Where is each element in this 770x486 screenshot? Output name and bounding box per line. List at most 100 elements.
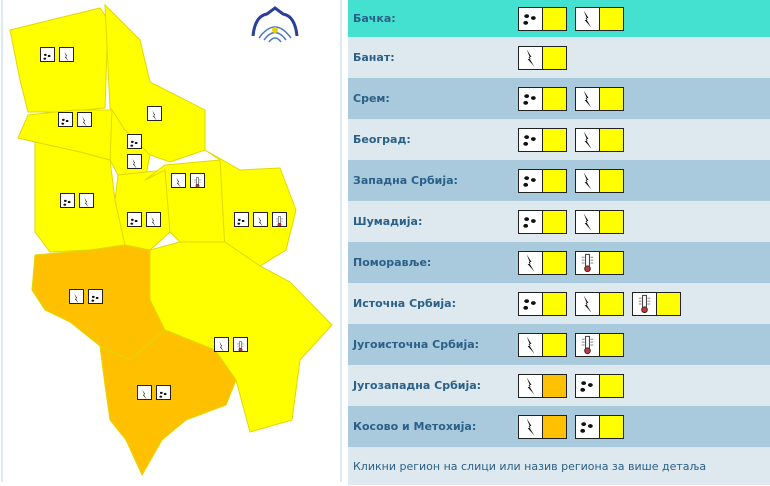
warning-level-yellow	[600, 374, 623, 397]
warning-thunder	[575, 291, 624, 316]
warning-level-yellow	[543, 169, 566, 192]
thunder-icon	[171, 173, 186, 188]
region-row[interactable]: Бачка:	[348, 0, 770, 37]
rain-icon	[156, 385, 171, 400]
thunder-icon	[146, 212, 161, 227]
warning-level-yellow	[600, 251, 623, 274]
warning-thunder	[575, 86, 624, 111]
rain-icon	[519, 7, 543, 30]
thunder-icon	[519, 415, 543, 438]
region-label[interactable]: Поморавље:	[353, 256, 432, 269]
rain-icon	[519, 292, 543, 315]
region-row[interactable]: Срем:	[348, 78, 770, 119]
thunder-icon	[519, 374, 543, 397]
warning-level-yellow	[543, 7, 566, 30]
thunder-icon	[147, 106, 162, 121]
region-row[interactable]: Источна Србија:	[348, 283, 770, 324]
thunder-icon	[576, 292, 600, 315]
map-svg	[1, 0, 342, 482]
rain-icon	[88, 289, 103, 304]
rain-icon	[127, 134, 142, 149]
region-label[interactable]: Банат:	[353, 51, 395, 64]
warning-thunder	[518, 373, 567, 398]
warning-thunder	[518, 250, 567, 275]
heat-icon	[272, 212, 287, 227]
rain-icon	[40, 47, 55, 62]
warning-thunder	[575, 209, 624, 234]
rain-icon	[58, 112, 73, 127]
rain-icon	[576, 374, 600, 397]
warning-thunder	[518, 332, 567, 357]
warning-rain	[518, 6, 567, 31]
thunder-icon	[576, 128, 600, 151]
region-row[interactable]: Југоисточна Србија:	[348, 324, 770, 365]
warning-rain	[575, 373, 624, 398]
warning-level-yellow	[600, 333, 623, 356]
region-label[interactable]: Југозападна Србија:	[353, 379, 482, 392]
warning-thunder	[575, 168, 624, 193]
region-label[interactable]: Западна Србија:	[353, 174, 458, 187]
warning-heat	[575, 250, 624, 275]
region-label[interactable]: Косово и Метохија:	[353, 420, 477, 433]
thunder-icon	[127, 154, 142, 169]
rain-icon	[519, 87, 543, 110]
region-label[interactable]: Београд:	[353, 133, 411, 146]
rain-icon	[127, 212, 142, 227]
warning-heat	[632, 291, 681, 316]
warning-level-yellow	[600, 128, 623, 151]
regions-table: Бачка: Банат: Срем: Београд: Западна Србија:…	[348, 0, 770, 485]
heat-icon	[190, 173, 205, 188]
warning-level-yellow	[543, 210, 566, 233]
warning-level-yellow	[600, 169, 623, 192]
warning-level-yellow	[657, 292, 680, 315]
warning-thunder	[575, 6, 624, 31]
thunder-icon	[253, 212, 268, 227]
region-row[interactable]: Банат:	[348, 37, 770, 78]
region-label[interactable]: Источна Србија:	[353, 297, 456, 310]
thunder-icon	[214, 337, 229, 352]
warning-rain	[575, 414, 624, 439]
thunder-icon	[79, 193, 94, 208]
region-row[interactable]: Поморавље:	[348, 242, 770, 283]
region-row[interactable]: Косово и Метохија:	[348, 406, 770, 447]
thunder-icon	[576, 7, 600, 30]
region-label[interactable]: Југоисточна Србија:	[353, 338, 480, 351]
region-row[interactable]: Шумадија:	[348, 201, 770, 242]
logo	[251, 6, 299, 43]
warning-level-yellow	[543, 292, 566, 315]
footer-hint: Кликни регион на слици или назив региона…	[348, 447, 770, 485]
warning-level-yellow	[600, 87, 623, 110]
rain-icon	[519, 169, 543, 192]
region-label[interactable]: Бачка:	[353, 12, 396, 25]
warning-level-yellow	[543, 46, 566, 69]
region-row[interactable]: Београд:	[348, 119, 770, 160]
heat-icon	[633, 292, 657, 315]
region-kosovo[interactable]	[99, 329, 237, 477]
rain-icon	[519, 210, 543, 233]
heat-icon	[233, 337, 248, 352]
warning-level-orange	[543, 415, 566, 438]
region-row[interactable]: Западна Србија:	[348, 160, 770, 201]
heat-icon	[576, 251, 600, 274]
thunder-icon	[576, 87, 600, 110]
region-label[interactable]: Шумадија:	[353, 215, 423, 228]
thunder-icon	[77, 112, 92, 127]
warning-level-yellow	[543, 333, 566, 356]
thunder-icon	[519, 251, 543, 274]
rain-icon	[234, 212, 249, 227]
warning-level-orange	[543, 374, 566, 397]
region-sumadija[interactable]	[114, 169, 171, 251]
warning-level-yellow	[600, 210, 623, 233]
region-label[interactable]: Срем:	[353, 92, 390, 105]
warning-level-yellow	[543, 251, 566, 274]
warning-map	[0, 0, 345, 482]
warning-rain	[518, 127, 567, 152]
warning-level-yellow	[600, 292, 623, 315]
warning-rain	[518, 209, 567, 234]
rain-icon	[60, 193, 75, 208]
region-row[interactable]: Југозападна Србија:	[348, 365, 770, 406]
warning-rain	[518, 168, 567, 193]
thunder-icon	[137, 385, 152, 400]
warning-thunder	[518, 45, 567, 70]
region-istocna-srbija[interactable]	[204, 149, 297, 267]
